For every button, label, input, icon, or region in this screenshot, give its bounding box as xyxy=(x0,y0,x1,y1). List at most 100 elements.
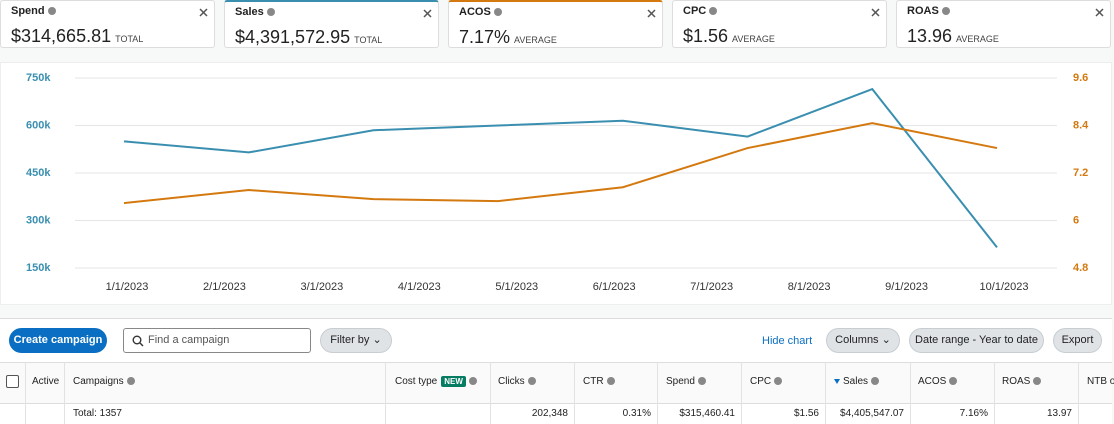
hide-chart-link[interactable]: Hide chart xyxy=(762,335,813,347)
date-range-button[interactable]: Date range - Year to date xyxy=(909,328,1044,353)
x-stroke xyxy=(871,8,880,17)
select-all-checkbox[interactable] xyxy=(6,375,19,388)
metric-label: Spend xyxy=(11,5,56,17)
info-icon xyxy=(266,8,275,17)
x-tick-label: 10/1/2023 xyxy=(980,281,1029,293)
info-icon xyxy=(697,377,706,386)
metric-number: $1.56 xyxy=(683,26,729,46)
metric-card[interactable]: ACOS 7.17% AVERAGE xyxy=(448,0,663,48)
metric-label: CPC xyxy=(683,5,718,17)
y2-tick-label: 6 xyxy=(1073,214,1079,226)
column-separator xyxy=(1078,362,1079,424)
column-separator xyxy=(825,362,826,424)
close-icon[interactable] xyxy=(423,9,433,19)
total-cell: 13.97 xyxy=(1046,408,1072,419)
metric-number: 13.96 xyxy=(907,26,953,46)
metric-card[interactable]: CPC $1.56 AVERAGE xyxy=(672,0,887,48)
metric-value: $1.56 AVERAGE xyxy=(683,26,775,47)
total-cell: 7.16% xyxy=(959,408,988,419)
x-tick-label: 9/1/2023 xyxy=(885,281,928,293)
metric-label: Sales xyxy=(235,6,275,18)
total-cell: 202,348 xyxy=(531,408,568,419)
total-label: Total: 1357 xyxy=(73,408,122,419)
info-icon xyxy=(774,377,783,386)
column-header[interactable]: ROAS xyxy=(1002,376,1042,387)
info-icon xyxy=(871,377,880,386)
column-title: Spend xyxy=(666,376,695,387)
x-stroke xyxy=(199,8,208,17)
metric-value: $314,665.81 TOTAL xyxy=(11,26,143,47)
lens xyxy=(132,335,142,345)
metric-number: 7.17% xyxy=(459,27,511,47)
x-tick-label: 7/1/2023 xyxy=(690,281,733,293)
metric-unit: AVERAGE xyxy=(514,35,557,45)
x-stroke xyxy=(647,9,656,18)
y-tick-label: 300k xyxy=(26,214,51,226)
search-icon xyxy=(132,335,144,347)
table-header xyxy=(0,362,1112,404)
column-header[interactable]: NTB o xyxy=(1087,376,1114,387)
x-tick-label: 4/1/2023 xyxy=(398,281,441,293)
x-tick-label: 5/1/2023 xyxy=(495,281,538,293)
total-cell: 0.31% xyxy=(622,408,651,419)
metric-card[interactable]: Spend $314,665.81 TOTAL xyxy=(0,0,215,48)
column-title: Campaigns xyxy=(73,376,124,387)
info-icon xyxy=(1033,377,1042,386)
metric-unit: TOTAL xyxy=(115,34,144,44)
y-tick-label: 750k xyxy=(26,72,51,84)
column-separator xyxy=(910,362,911,424)
search-placeholder: Find a campaign xyxy=(148,334,230,346)
column-separator xyxy=(574,362,575,424)
column-header[interactable]: ACOS xyxy=(918,376,958,387)
close-icon[interactable] xyxy=(647,9,657,19)
create-campaign-button[interactable]: Create campaign xyxy=(9,328,107,353)
info-icon xyxy=(126,377,135,386)
total-cell: $4,405,547.07 xyxy=(840,408,904,419)
x-tick-label: 6/1/2023 xyxy=(593,281,636,293)
series-line xyxy=(123,87,998,249)
metric-label: ROAS xyxy=(907,5,950,17)
export-button[interactable]: Export xyxy=(1053,328,1102,353)
metric-unit: AVERAGE xyxy=(956,34,999,44)
chart: 150k 300k 450k 600k 750k 4.8 6 7.2 8.4 9.6 1/1/202… xyxy=(26,72,1089,293)
search-box[interactable]: Find a campaign xyxy=(123,328,311,353)
info-icon xyxy=(527,377,536,386)
metric-name: CPC xyxy=(683,5,707,17)
y2-tick-label: 7.2 xyxy=(1073,167,1088,179)
y-tick-label: 150k xyxy=(26,262,51,274)
column-separator xyxy=(490,362,491,424)
info-icon xyxy=(493,8,502,17)
column-title: Cost type xyxy=(395,376,438,387)
column-title: Active xyxy=(32,376,60,387)
column-header[interactable]: Spend xyxy=(666,376,706,387)
column-header[interactable]: Active xyxy=(32,376,59,387)
close-icon[interactable] xyxy=(871,8,881,18)
total-cell: $1.56 xyxy=(793,408,819,419)
column-header[interactable]: CPC xyxy=(750,376,783,387)
column-header[interactable]: Cost type NEW xyxy=(395,376,477,387)
metric-card[interactable]: Sales $4,391,572.95 TOTAL xyxy=(224,0,439,48)
y2-tick-label: 4.8 xyxy=(1073,262,1088,274)
metric-unit: AVERAGE xyxy=(732,34,775,44)
column-header[interactable]: CTR xyxy=(583,376,615,387)
close-icon[interactable] xyxy=(199,8,209,18)
close-icon[interactable] xyxy=(1095,8,1105,18)
metric-unit: TOTAL xyxy=(354,35,383,45)
series-line xyxy=(123,122,998,205)
filter-button[interactable]: Filter by ⌄ xyxy=(320,328,392,353)
column-separator xyxy=(64,362,65,424)
y2-tick-label: 8.4 xyxy=(1073,119,1089,131)
column-separator xyxy=(994,362,995,424)
columns-button[interactable]: Columns ⌄ xyxy=(826,328,900,353)
metric-name: Sales xyxy=(235,6,264,18)
metric-value: 13.96 AVERAGE xyxy=(907,26,999,47)
metric-value: 7.17% AVERAGE xyxy=(459,27,557,48)
info-icon xyxy=(468,377,477,386)
column-header[interactable]: Clicks xyxy=(498,376,536,387)
column-title: CTR xyxy=(583,376,604,387)
metric-card[interactable]: ROAS 13.96 AVERAGE xyxy=(896,0,1111,48)
x-stroke xyxy=(1095,8,1104,17)
column-separator xyxy=(385,362,386,424)
column-header[interactable]: Campaigns xyxy=(73,376,135,387)
column-header[interactable]: Sales xyxy=(843,376,880,387)
